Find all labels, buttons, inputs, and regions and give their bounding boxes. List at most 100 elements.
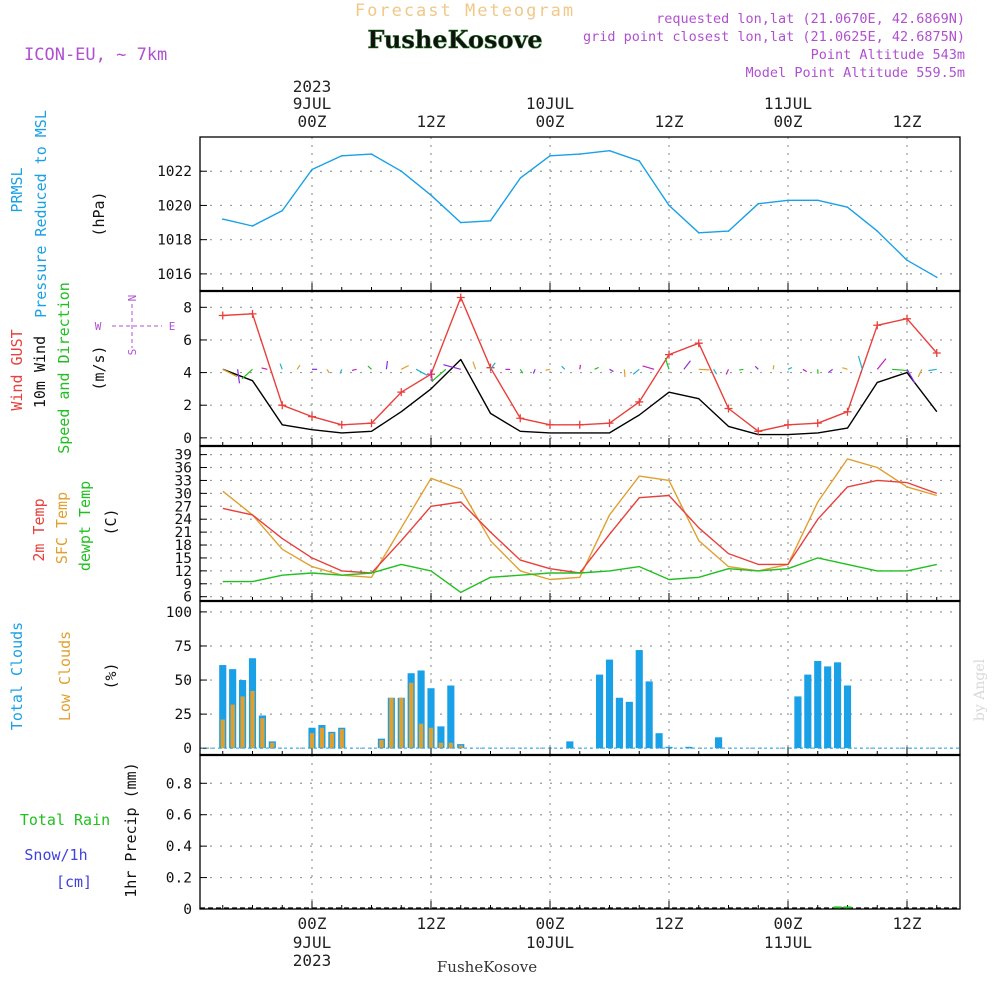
wind-direction-arrow bbox=[623, 369, 626, 378]
temperature-ytick-label-3: 15 bbox=[175, 551, 192, 567]
low-cloud-bar bbox=[379, 740, 384, 749]
compass-west: W bbox=[95, 320, 102, 333]
pressure-point bbox=[489, 220, 492, 222]
low-cloud-bar bbox=[418, 723, 424, 749]
rain-bar bbox=[833, 906, 842, 909]
top-year: 2023 bbox=[293, 77, 332, 96]
top-date-2: 10JUL bbox=[526, 94, 574, 113]
gust-point bbox=[516, 414, 525, 423]
t2m-line bbox=[222, 479, 938, 574]
bottom-tick-5: 00Z bbox=[774, 914, 803, 933]
precip-rain-label: Total Rain bbox=[20, 811, 110, 829]
wind-label-1: Wind GUST bbox=[8, 329, 26, 410]
temperature-ytick-label-8: 30 bbox=[175, 486, 192, 502]
precip-ytick-label-3: 0.6 bbox=[166, 808, 192, 824]
wind-direction-arrow bbox=[351, 368, 357, 372]
rain-bar bbox=[843, 906, 852, 909]
gust-point bbox=[278, 401, 287, 410]
pressure-point bbox=[459, 221, 462, 224]
total-cloud-bar bbox=[843, 685, 852, 749]
wind-direction-arrow bbox=[472, 361, 477, 370]
temp-label-2: SFC Temp bbox=[53, 492, 71, 564]
pressure-point bbox=[935, 276, 938, 279]
wind-direction-arrow bbox=[642, 365, 655, 370]
gust-point bbox=[694, 339, 703, 348]
wind-direction-arrow bbox=[594, 366, 599, 370]
temperature-ytick-label-7: 27 bbox=[175, 499, 192, 515]
wind-unit: (m/s) bbox=[90, 345, 108, 390]
pressure-panel: 1016 1018 1020 1022 bbox=[157, 137, 960, 291]
wind-direction-arrow bbox=[400, 364, 410, 370]
wind-direction-arrow bbox=[367, 365, 372, 370]
temperature-ytick-label-0: 6 bbox=[183, 590, 192, 606]
bottom-date-2: 10JUL bbox=[526, 933, 574, 952]
pressure-point bbox=[251, 225, 254, 227]
temperature-ytick-label-9: 33 bbox=[175, 473, 192, 489]
top-tick-6: 12Z bbox=[893, 112, 922, 131]
pressure-point bbox=[697, 232, 700, 234]
clouds-ytick-label-3: 75 bbox=[175, 639, 192, 655]
temperature-ytick-label-2: 12 bbox=[175, 564, 192, 580]
pressure-point bbox=[816, 199, 819, 202]
top-tick-4: 12Z bbox=[655, 112, 684, 131]
bottom-tick-4: 12Z bbox=[655, 914, 684, 933]
pressure-point bbox=[221, 218, 224, 220]
low-cloud-bar bbox=[389, 697, 394, 749]
total-cloud-bar bbox=[447, 685, 455, 749]
low-cloud-bar bbox=[458, 745, 463, 749]
wind-direction-arrow bbox=[326, 368, 330, 374]
wind-direction-arrow bbox=[787, 367, 793, 370]
location-title: FusheKosove bbox=[367, 25, 542, 54]
wind-direction-arrow bbox=[339, 369, 343, 374]
precip-cm-label: [cm] bbox=[56, 873, 92, 891]
total-cloud-bar bbox=[427, 688, 435, 749]
gust-point bbox=[605, 419, 614, 428]
gust-point bbox=[308, 412, 316, 421]
panels: 1016101810201022024686912151821242730333… bbox=[157, 136, 961, 918]
pressure-label-1: PRMSL bbox=[8, 167, 26, 212]
wind-direction-arrow bbox=[725, 369, 730, 375]
total-cloud-bar bbox=[605, 659, 614, 749]
wind-direction-arrow bbox=[222, 368, 238, 378]
temperature-ytick-label-10: 36 bbox=[175, 461, 192, 477]
wind-direction-arrow bbox=[519, 368, 524, 374]
temp-label-3: dewpt Temp bbox=[76, 481, 94, 571]
wind-direction-arrow bbox=[609, 368, 614, 373]
pressure-point bbox=[638, 160, 641, 162]
pressure-point bbox=[311, 168, 313, 171]
pressure-point bbox=[668, 204, 670, 207]
wind-direction-arrow bbox=[754, 365, 759, 370]
low-cloud-bar bbox=[448, 742, 453, 749]
gust-point bbox=[784, 420, 792, 429]
clouds-label-1: Total Clouds bbox=[8, 622, 26, 730]
point-altitude: Point Altitude 543m bbox=[811, 47, 965, 63]
top-date-1: 9JUL bbox=[293, 94, 332, 113]
pressure-point bbox=[757, 202, 760, 205]
bottom-date-1: 9JUL bbox=[293, 933, 332, 952]
wind-direction-arrow bbox=[532, 369, 536, 374]
compass-rose: N S W E bbox=[95, 295, 176, 356]
wind-direction-arrow bbox=[876, 358, 887, 370]
gust-point bbox=[337, 420, 346, 429]
clouds-label-2: Low Clouds bbox=[56, 631, 74, 721]
precip-panel: 0 0.2 0.4 0.6 0.8 bbox=[166, 755, 960, 918]
low-cloud-bar bbox=[319, 727, 325, 749]
wind-ytick-label-1: 2 bbox=[183, 398, 192, 414]
wind-direction-arrow bbox=[664, 357, 670, 370]
temperature-ytick-label-4: 18 bbox=[175, 538, 192, 554]
top-tick-2: 12Z bbox=[417, 112, 446, 131]
requested-coords: requested lon,lat (21.0670E, 42.6869N) bbox=[656, 11, 965, 27]
precip-unit: 1hr Precip (mm) bbox=[122, 762, 140, 897]
precip-ytick-label-1: 0.2 bbox=[166, 871, 192, 887]
wind-panel: 0 2 4 6 8 bbox=[183, 291, 960, 447]
pressure-ytick-label-1: 1018 bbox=[157, 233, 192, 249]
pressure-ytick-label-0: 1016 bbox=[157, 267, 192, 283]
low-cloud-bar bbox=[399, 697, 404, 749]
low-cloud-bar bbox=[250, 690, 255, 749]
wind-direction-arrow bbox=[713, 369, 718, 375]
model-altitude: Model Point Altitude 559.5m bbox=[746, 65, 965, 81]
total-cloud-bar bbox=[685, 746, 693, 749]
panel-frame-4 bbox=[199, 754, 961, 910]
wind-direction-arrow bbox=[385, 360, 389, 370]
